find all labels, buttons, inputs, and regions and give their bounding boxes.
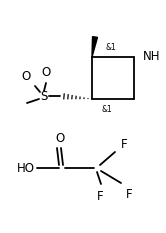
Text: &1: &1 <box>102 104 113 113</box>
Text: S: S <box>40 89 48 103</box>
Text: F: F <box>97 189 103 202</box>
Polygon shape <box>92 37 97 57</box>
Text: &1: &1 <box>106 42 117 51</box>
Text: F: F <box>121 138 127 151</box>
Text: O: O <box>21 69 31 82</box>
Text: O: O <box>41 66 51 79</box>
Text: NH: NH <box>143 51 161 64</box>
Text: F: F <box>126 188 132 201</box>
Text: O: O <box>55 133 65 145</box>
Text: HO: HO <box>17 161 35 175</box>
